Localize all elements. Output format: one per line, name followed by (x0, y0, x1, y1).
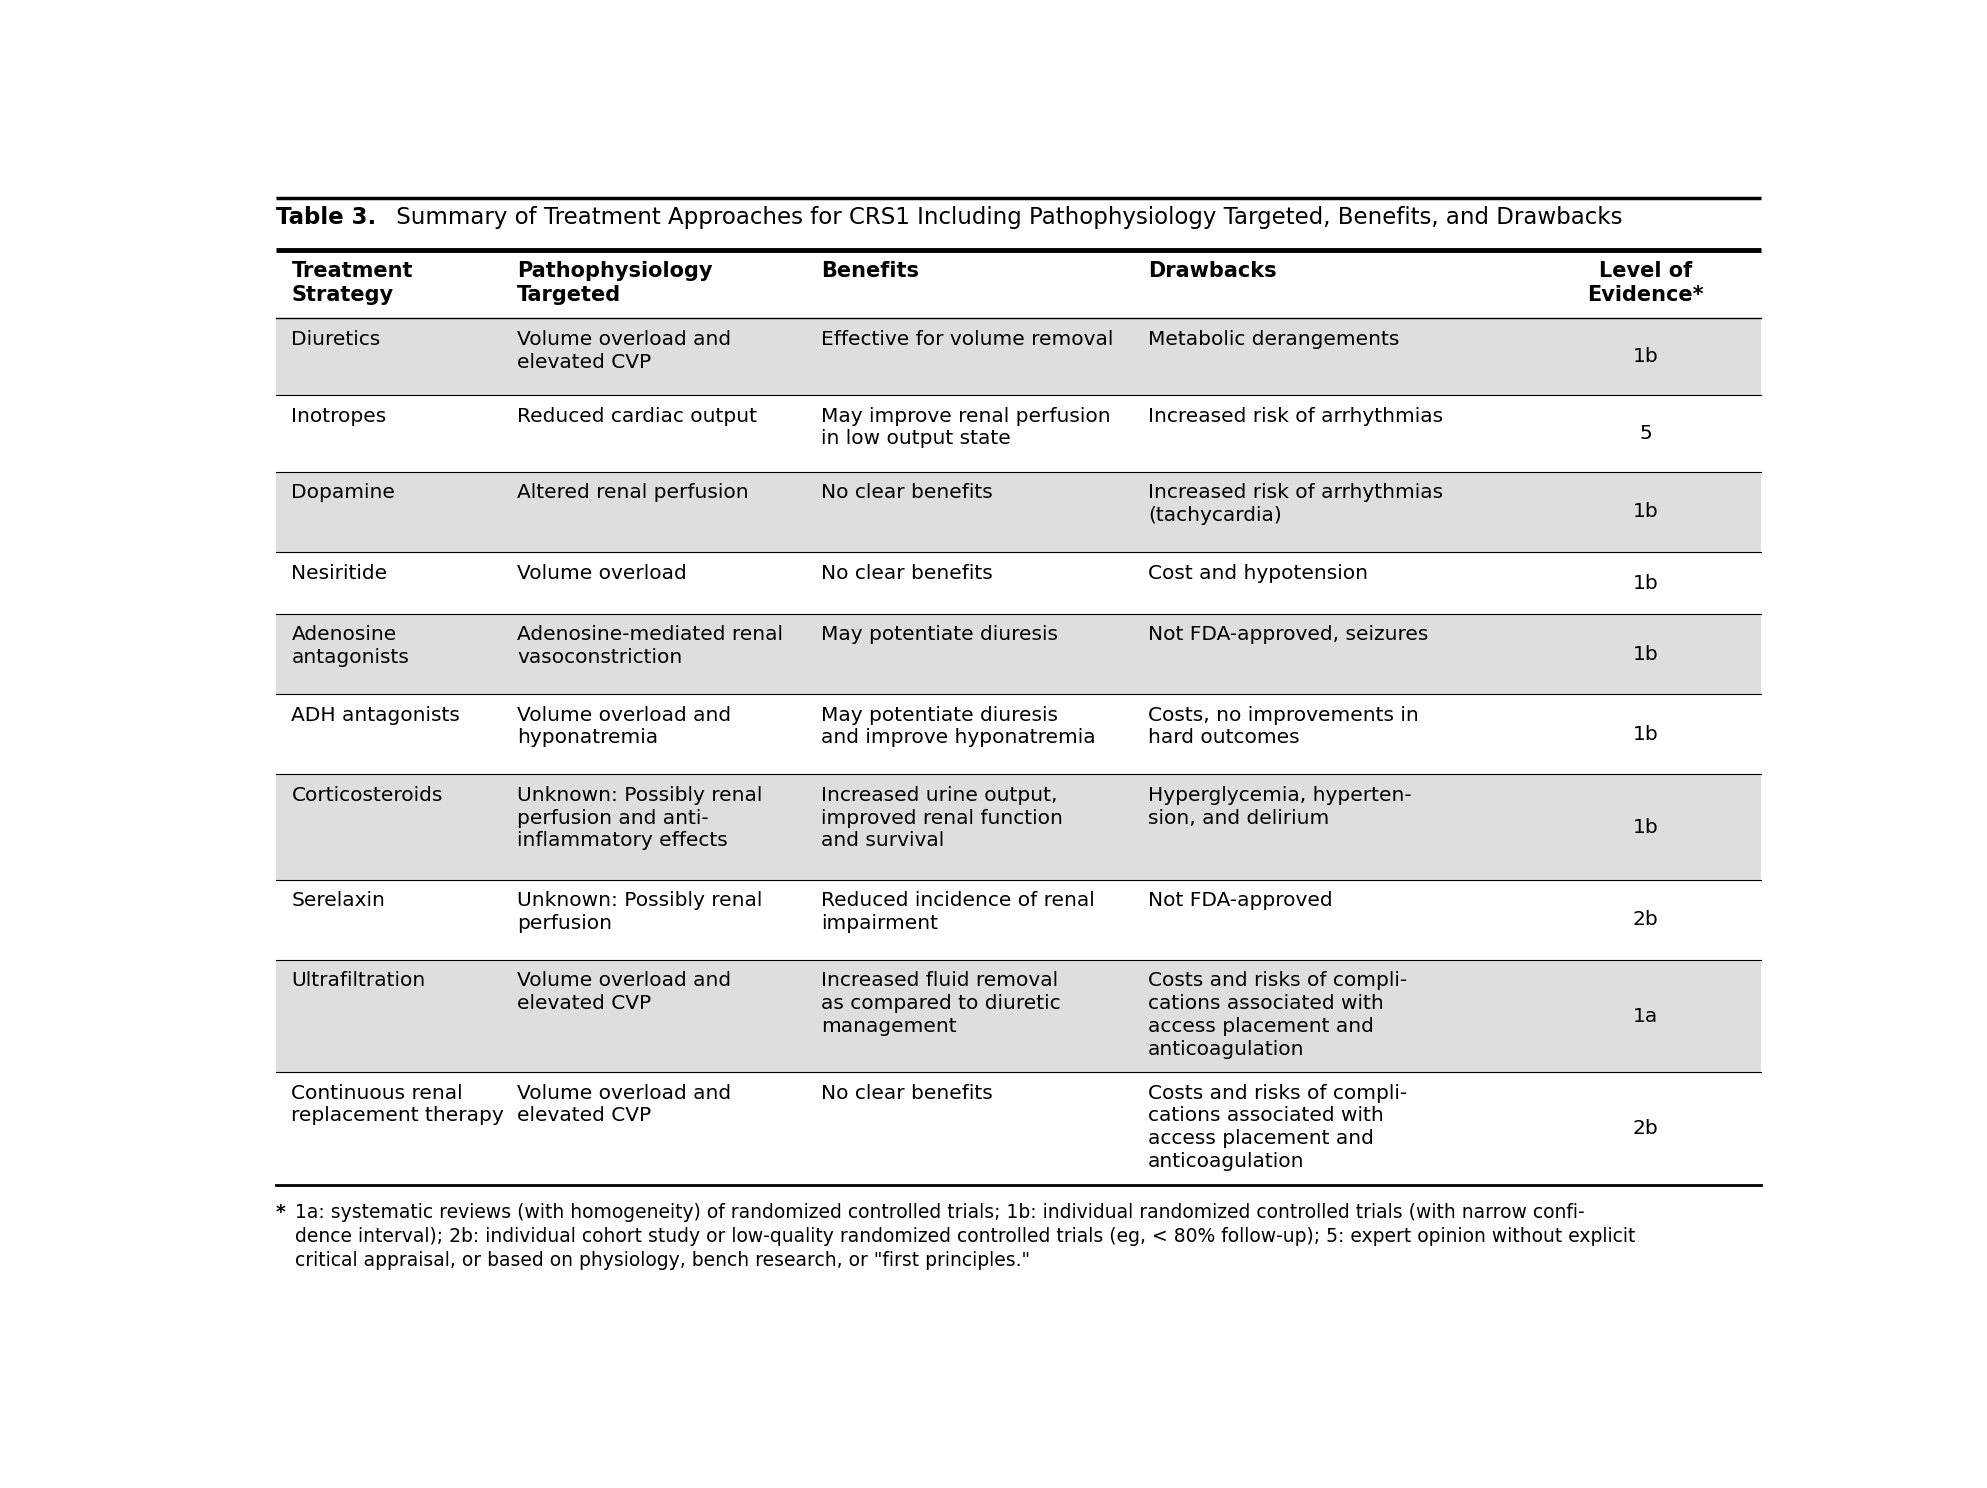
Text: Hyperglycemia, hyperten-
sion, and delirium: Hyperglycemia, hyperten- sion, and delir… (1148, 786, 1411, 827)
Text: Not FDA-approved, seizures: Not FDA-approved, seizures (1148, 625, 1429, 644)
Text: Unknown: Possibly renal
perfusion and anti-
inflammatory effects: Unknown: Possibly renal perfusion and an… (517, 786, 763, 850)
Bar (276, 552, 1760, 615)
Text: Continuous renal
replacement therapy: Continuous renal replacement therapy (292, 1083, 505, 1125)
Text: Reduced incidence of renal
impairment: Reduced incidence of renal impairment (821, 891, 1095, 933)
Bar (276, 472, 1760, 552)
Text: Adenosine
antagonists: Adenosine antagonists (292, 625, 409, 667)
Text: Dopamine: Dopamine (292, 484, 395, 503)
Text: Unknown: Possibly renal
perfusion: Unknown: Possibly renal perfusion (517, 891, 763, 933)
Text: Drawbacks: Drawbacks (1148, 260, 1278, 281)
Text: 1b: 1b (1633, 573, 1659, 592)
Text: Volume overload and
elevated CVP: Volume overload and elevated CVP (517, 1083, 731, 1125)
Text: Costs and risks of compli-
cations associated with
access placement and
anticoag: Costs and risks of compli- cations assoc… (1148, 972, 1407, 1058)
Text: Volume overload and
elevated CVP: Volume overload and elevated CVP (517, 330, 731, 372)
Text: ADH antagonists: ADH antagonists (292, 705, 461, 725)
Text: May potentiate diuresis
and improve hyponatremia: May potentiate diuresis and improve hypo… (821, 705, 1097, 747)
Bar (276, 879, 1760, 960)
Text: Cost and hypotension: Cost and hypotension (1148, 564, 1367, 582)
Text: Level of
Evidence*: Level of Evidence* (1588, 260, 1703, 305)
Bar (276, 318, 1760, 396)
Text: Not FDA-approved: Not FDA-approved (1148, 891, 1333, 911)
Text: Altered renal perfusion: Altered renal perfusion (517, 484, 749, 503)
Text: Metabolic derangements: Metabolic derangements (1148, 330, 1399, 348)
Text: Nesiritide: Nesiritide (292, 564, 387, 582)
Text: Volume overload and
elevated CVP: Volume overload and elevated CVP (517, 972, 731, 1013)
Text: 1a: systematic reviews (with homogeneity) of randomized controlled trials; 1b: i: 1a: systematic reviews (with homogeneity… (294, 1202, 1635, 1271)
Bar (276, 396, 1760, 472)
Bar (276, 615, 1760, 695)
Text: Costs, no improvements in
hard outcomes: Costs, no improvements in hard outcomes (1148, 705, 1419, 747)
Text: Ultrafiltration: Ultrafiltration (292, 972, 425, 991)
Text: Benefits: Benefits (821, 260, 920, 281)
Text: 2b: 2b (1633, 1119, 1659, 1138)
Text: *: * (276, 1202, 286, 1222)
Text: Effective for volume removal: Effective for volume removal (821, 330, 1115, 348)
Bar (276, 1073, 1760, 1184)
Text: Reduced cardiac output: Reduced cardiac output (517, 406, 757, 426)
Text: Treatment
Strategy: Treatment Strategy (292, 260, 413, 305)
Text: 2b: 2b (1633, 911, 1659, 930)
Text: 5: 5 (1639, 424, 1651, 443)
Text: Serelaxin: Serelaxin (292, 891, 385, 911)
Text: Increased risk of arrhythmias: Increased risk of arrhythmias (1148, 406, 1443, 426)
Text: 1b: 1b (1633, 725, 1659, 744)
Text: Increased risk of arrhythmias
(tachycardia): Increased risk of arrhythmias (tachycard… (1148, 484, 1443, 525)
Text: Increased urine output,
improved renal function
and survival: Increased urine output, improved renal f… (821, 786, 1063, 850)
Text: Diuretics: Diuretics (292, 330, 382, 348)
Text: Volume overload and
hyponatremia: Volume overload and hyponatremia (517, 705, 731, 747)
Text: Inotropes: Inotropes (292, 406, 387, 426)
Text: 1b: 1b (1633, 644, 1659, 664)
Text: Increased fluid removal
as compared to diuretic
management: Increased fluid removal as compared to d… (821, 972, 1061, 1036)
Text: Costs and risks of compli-
cations associated with
access placement and
anticoag: Costs and risks of compli- cations assoc… (1148, 1083, 1407, 1171)
Text: 1a: 1a (1633, 1006, 1659, 1025)
Text: May improve renal perfusion
in low output state: May improve renal perfusion in low outpu… (821, 406, 1111, 448)
Text: Adenosine-mediated renal
vasoconstriction: Adenosine-mediated renal vasoconstrictio… (517, 625, 783, 667)
Text: 1b: 1b (1633, 817, 1659, 836)
Text: May potentiate diuresis: May potentiate diuresis (821, 625, 1059, 644)
Text: Volume overload: Volume overload (517, 564, 688, 582)
Bar (276, 250, 1760, 318)
Bar (276, 695, 1760, 774)
Text: 1b: 1b (1633, 503, 1659, 521)
Bar (276, 774, 1760, 879)
Text: Pathophysiology
Targeted: Pathophysiology Targeted (517, 260, 713, 305)
Text: Summary of Treatment Approaches for CRS1 Including Pathophysiology Targeted, Ben: Summary of Treatment Approaches for CRS1… (389, 205, 1621, 229)
Text: Corticosteroids: Corticosteroids (292, 786, 443, 805)
Text: No clear benefits: No clear benefits (821, 564, 994, 582)
Text: No clear benefits: No clear benefits (821, 1083, 994, 1103)
Text: 1b: 1b (1633, 347, 1659, 366)
Text: Table 3.: Table 3. (276, 205, 376, 229)
Text: No clear benefits: No clear benefits (821, 484, 994, 503)
Bar (276, 960, 1760, 1073)
